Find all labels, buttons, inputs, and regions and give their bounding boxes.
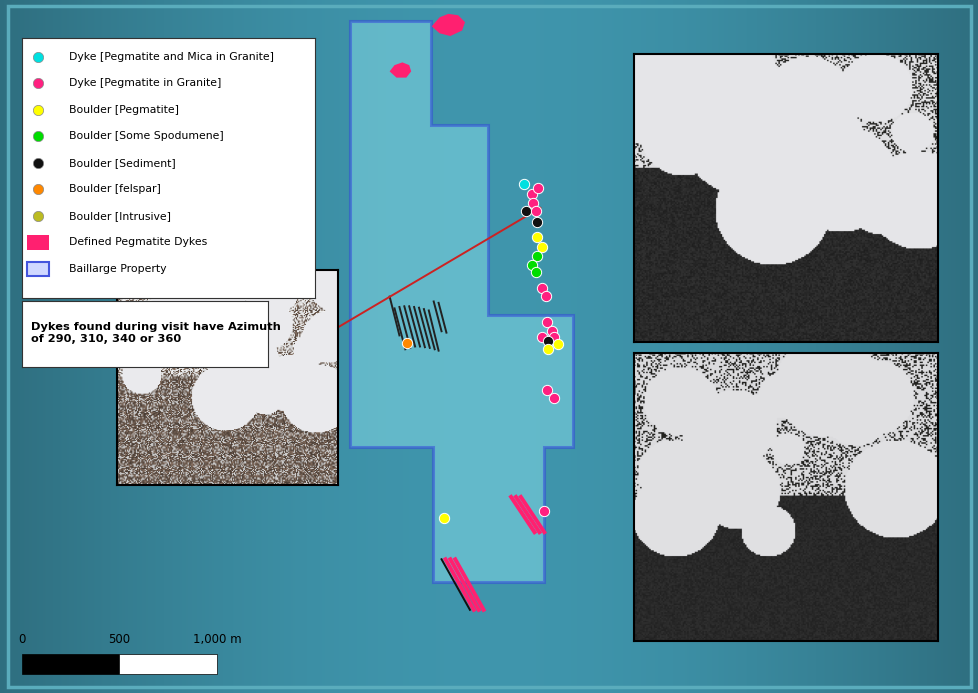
Text: Defined Pegmatite Dykes: Defined Pegmatite Dykes	[68, 237, 206, 247]
Point	[29, 78, 45, 89]
Point	[538, 290, 554, 301]
Point	[29, 104, 45, 115]
Point	[529, 251, 545, 262]
Bar	[27, 236, 49, 249]
Polygon shape	[350, 21, 572, 582]
Polygon shape	[431, 14, 465, 36]
Point	[528, 206, 544, 217]
Text: 1,000 m: 1,000 m	[193, 633, 242, 646]
Point	[534, 282, 550, 293]
Text: Boulder [Pegmatite]: Boulder [Pegmatite]	[68, 105, 178, 115]
Text: 500: 500	[109, 633, 130, 646]
Text: Boulder [Intrusive]: Boulder [Intrusive]	[68, 211, 170, 221]
Point	[523, 188, 539, 200]
Point	[436, 512, 452, 523]
Point	[536, 506, 552, 517]
Point	[399, 337, 415, 349]
Point	[527, 266, 543, 277]
Point	[29, 184, 45, 195]
Point	[540, 344, 556, 355]
Point	[534, 332, 550, 343]
Text: 0: 0	[18, 633, 25, 646]
Point	[540, 335, 556, 346]
Point	[517, 206, 533, 217]
Point	[546, 392, 561, 403]
Point	[29, 157, 45, 168]
Point	[546, 332, 561, 343]
Bar	[27, 262, 49, 276]
Bar	[119, 654, 217, 674]
Point	[539, 317, 555, 328]
Point	[550, 339, 565, 350]
Text: Dyke [Pegmatite and Mica in Granite]: Dyke [Pegmatite and Mica in Granite]	[68, 52, 273, 62]
Point	[534, 242, 550, 253]
Point	[29, 51, 45, 62]
Text: Dyke [Pegmatite in Granite]: Dyke [Pegmatite in Granite]	[68, 78, 221, 88]
Point	[515, 178, 531, 189]
Point	[523, 259, 539, 270]
Point	[544, 325, 559, 336]
Point	[29, 210, 45, 221]
Bar	[22, 654, 119, 674]
Polygon shape	[389, 62, 411, 78]
Point	[539, 385, 555, 396]
Text: Boulder [Sediment]: Boulder [Sediment]	[68, 158, 175, 168]
Point	[29, 131, 45, 142]
Point	[529, 231, 545, 243]
Text: Dykes found during visit have Azimuth
of 290, 310, 340 or 360: Dykes found during visit have Azimuth of…	[31, 322, 281, 344]
Text: Boulder [felspar]: Boulder [felspar]	[68, 184, 160, 194]
Text: Boulder [Some Spodumene]: Boulder [Some Spodumene]	[68, 131, 223, 141]
Point	[529, 216, 545, 227]
Point	[524, 198, 540, 209]
Point	[530, 183, 546, 194]
Text: Baillarge Property: Baillarge Property	[68, 264, 166, 274]
